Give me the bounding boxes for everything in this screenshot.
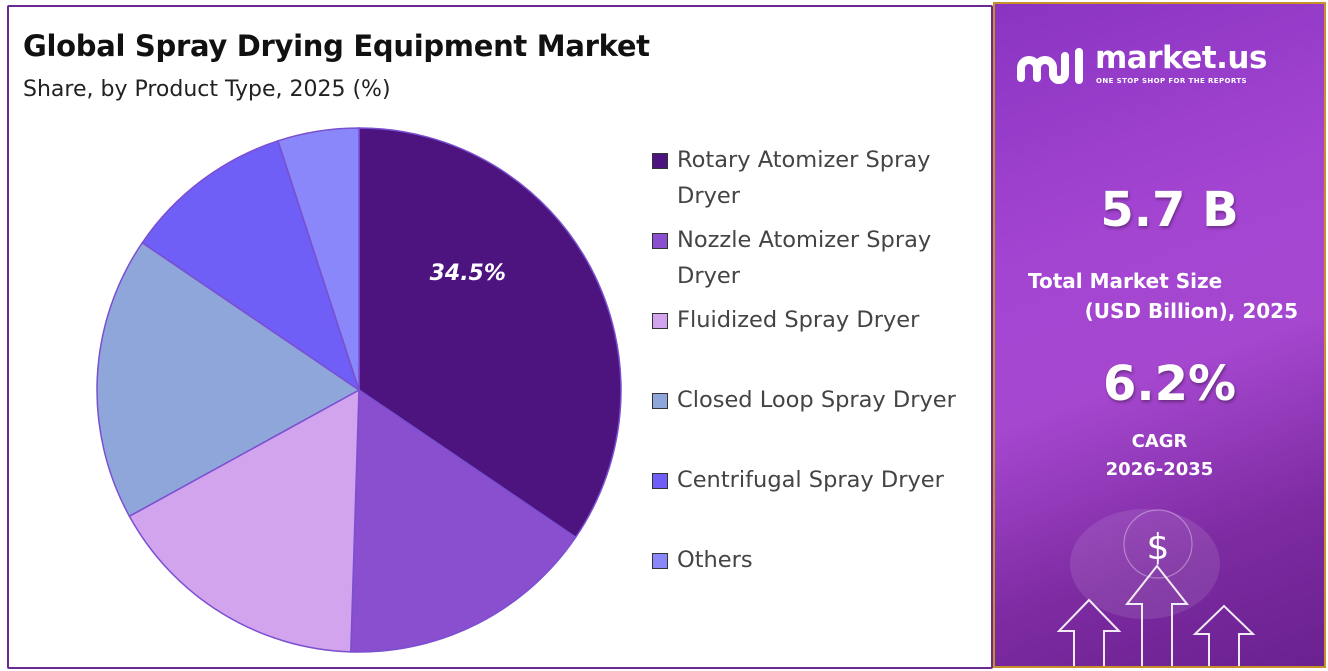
market-size-label-line2: (USD Billion), 2025 [1084,299,1298,323]
info-panel: $ market.us ONE STOP SHOP FOR THE REPORT… [993,2,1326,668]
legend-swatch [652,153,668,169]
cagr-value: 6.2% [1102,356,1237,412]
market-size-label: Total Market Size (USD Billion), 2025 [1028,266,1298,326]
legend-label: Nozzle Atomizer Spray Dryer [677,227,932,289]
legend-swatch [652,473,668,489]
chart-title: Global Spray Drying Equipment Market [23,29,650,63]
pie-chart: 34.5% [96,127,622,653]
up-arrow-icon [1192,604,1256,666]
dollar-coin-icon [1123,509,1193,579]
cagr-period: 2026-2035 [1105,459,1214,480]
chart-subtitle: Share, by Product Type, 2025 (%) [23,77,391,102]
legend-swatch [652,553,668,569]
cagr-label-block: CAGR 2026-2035 [995,428,1324,484]
legend-swatch [652,233,668,249]
pie-slice-1 [358,127,622,539]
legend-swatch [652,313,668,329]
legend-label: Centrifugal Spray Dryer [677,467,944,493]
brand-tagline: ONE STOP SHOP FOR THE REPORTS [1096,77,1247,85]
pie-slice-5 [141,139,361,392]
up-arrow-icon [1056,598,1122,666]
market-size-label-line1: Total Market Size [1028,269,1223,293]
brand-name: market.us [1095,40,1267,76]
legend-label: Rotary Atomizer Spray Dryer [677,147,931,209]
pie-data-label: 34.5% [430,261,506,286]
dollar-sign-icon: $ [1147,527,1170,568]
legend-label: Fluidized Spray Dryer [677,307,920,333]
market-size-value: 5.7 B [1100,182,1239,238]
pie-slice-2 [349,388,577,653]
legend-label: Closed Loop Spray Dryer [677,387,956,413]
up-arrow-icon [1124,564,1190,666]
cagr-label: CAGR [1131,431,1188,452]
pie-slice-6 [277,127,360,391]
pie-slice-4 [96,241,361,518]
market-us-logo-icon [1017,48,1083,84]
legend-swatch [652,393,668,409]
pie-slice-3 [128,388,360,653]
legend-label: Others [677,547,753,573]
chart-panel: Global Spray Drying Equipment Market Sha… [7,5,993,669]
growth-arrows-decoration: $ [1056,509,1256,666]
